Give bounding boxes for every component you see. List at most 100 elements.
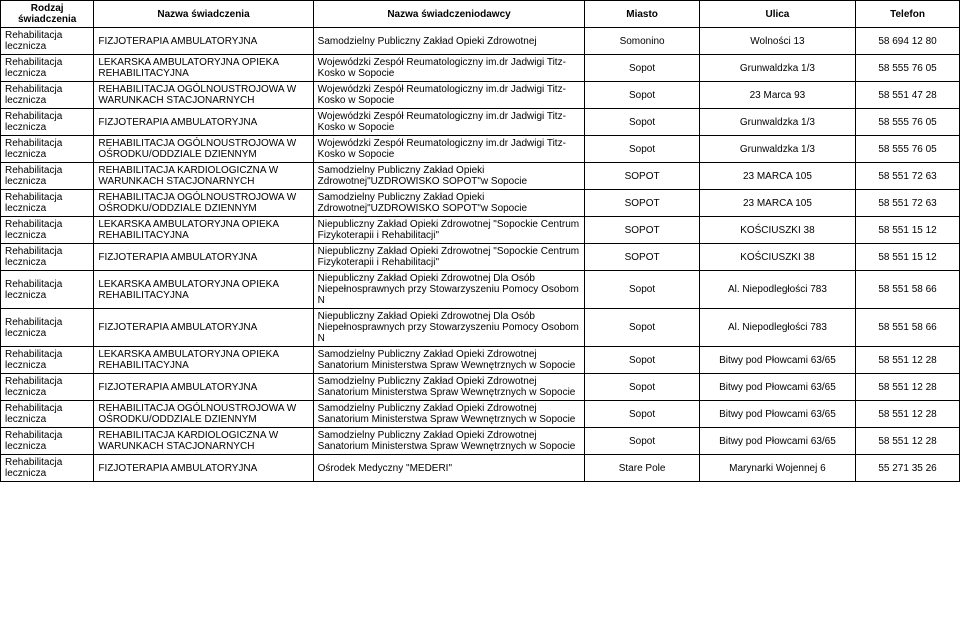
table-row: Rehabilitacja leczniczaREHABILITACJA KAR… [1,163,960,190]
cell-ulica: Al. Niepodległości 783 [699,309,855,347]
cell-telefon: 58 551 15 12 [856,244,960,271]
table-row: Rehabilitacja leczniczaLEKARSKA AMBULATO… [1,217,960,244]
col-header-telefon: Telefon [856,1,960,28]
cell-miasto: SOPOT [585,217,699,244]
cell-nazwa: REHABILITACJA OGÓLNOUSTROJOWA W OŚRODKU/… [94,136,313,163]
cell-dawca: Niepubliczny Zakład Opieki Zdrowotnej Dl… [313,309,585,347]
cell-dawca: Niepubliczny Zakład Opieki Zdrowotnej Dl… [313,271,585,309]
cell-dawca: Wojewódzki Zespół Reumatologiczny im.dr … [313,109,585,136]
cell-nazwa: REHABILITACJA KARDIOLOGICZNA W WARUNKACH… [94,428,313,455]
cell-miasto: Sopot [585,428,699,455]
cell-ulica: Bitwy pod Płowcami 63/65 [699,401,855,428]
table-row: Rehabilitacja leczniczaREHABILITACJA KAR… [1,428,960,455]
cell-dawca: Wojewódzki Zespół Reumatologiczny im.dr … [313,82,585,109]
cell-telefon: 58 551 58 66 [856,309,960,347]
cell-ulica: Bitwy pod Płowcami 63/65 [699,428,855,455]
cell-nazwa: REHABILITACJA OGÓLNOUSTROJOWA W OŚRODKU/… [94,401,313,428]
cell-miasto: Sopot [585,309,699,347]
col-header-ulica: Ulica [699,1,855,28]
cell-rodzaj: Rehabilitacja lecznicza [1,55,94,82]
col-header-dawca: Nazwa świadczeniodawcy [313,1,585,28]
cell-miasto: SOPOT [585,244,699,271]
cell-rodzaj: Rehabilitacja lecznicza [1,190,94,217]
table-row: Rehabilitacja leczniczaFIZJOTERAPIA AMBU… [1,28,960,55]
services-table: Rodzaj świadczenia Nazwa świadczenia Naz… [0,0,960,482]
cell-ulica: Bitwy pod Płowcami 63/65 [699,374,855,401]
cell-telefon: 58 555 76 05 [856,136,960,163]
table-row: Rehabilitacja leczniczaLEKARSKA AMBULATO… [1,55,960,82]
cell-rodzaj: Rehabilitacja lecznicza [1,401,94,428]
cell-rodzaj: Rehabilitacja lecznicza [1,428,94,455]
cell-nazwa: LEKARSKA AMBULATORYJNA OPIEKA REHABILITA… [94,55,313,82]
cell-telefon: 58 551 72 63 [856,190,960,217]
table-row: Rehabilitacja leczniczaREHABILITACJA OGÓ… [1,82,960,109]
table-row: Rehabilitacja leczniczaLEKARSKA AMBULATO… [1,271,960,309]
cell-miasto: SOPOT [585,163,699,190]
table-row: Rehabilitacja leczniczaFIZJOTERAPIA AMBU… [1,374,960,401]
cell-dawca: Samodzielny Publiczny Zakład Opieki Zdro… [313,347,585,374]
cell-telefon: 58 551 15 12 [856,217,960,244]
cell-miasto: Sopot [585,401,699,428]
table-body: Rehabilitacja leczniczaFIZJOTERAPIA AMBU… [1,28,960,482]
cell-dawca: Samodzielny Publiczny Zakład Opieki Zdro… [313,190,585,217]
cell-miasto: Sopot [585,109,699,136]
cell-miasto: Sopot [585,55,699,82]
table-row: Rehabilitacja leczniczaREHABILITACJA OGÓ… [1,190,960,217]
col-header-rodzaj: Rodzaj świadczenia [1,1,94,28]
cell-telefon: 58 555 76 05 [856,55,960,82]
cell-nazwa: LEKARSKA AMBULATORYJNA OPIEKA REHABILITA… [94,271,313,309]
table-header: Rodzaj świadczenia Nazwa świadczenia Naz… [1,1,960,28]
table-row: Rehabilitacja leczniczaFIZJOTERAPIA AMBU… [1,455,960,482]
cell-telefon: 58 551 58 66 [856,271,960,309]
cell-miasto: Sopot [585,82,699,109]
cell-dawca: Samodzielny Publiczny Zakład Opieki Zdro… [313,401,585,428]
cell-dawca: Samodzielny Publiczny Zakład Opieki Zdro… [313,428,585,455]
cell-ulica: KOŚCIUSZKI 38 [699,244,855,271]
cell-telefon: 58 551 12 28 [856,428,960,455]
cell-rodzaj: Rehabilitacja lecznicza [1,271,94,309]
cell-ulica: Bitwy pod Płowcami 63/65 [699,347,855,374]
cell-rodzaj: Rehabilitacja lecznicza [1,455,94,482]
table-row: Rehabilitacja leczniczaREHABILITACJA OGÓ… [1,401,960,428]
table-row: Rehabilitacja leczniczaLEKARSKA AMBULATO… [1,347,960,374]
col-header-miasto: Miasto [585,1,699,28]
cell-rodzaj: Rehabilitacja lecznicza [1,347,94,374]
cell-nazwa: FIZJOTERAPIA AMBULATORYJNA [94,309,313,347]
cell-telefon: 58 551 12 28 [856,347,960,374]
header-row: Rodzaj świadczenia Nazwa świadczenia Naz… [1,1,960,28]
cell-telefon: 58 551 12 28 [856,374,960,401]
table-row: Rehabilitacja leczniczaFIZJOTERAPIA AMBU… [1,109,960,136]
cell-rodzaj: Rehabilitacja lecznicza [1,136,94,163]
cell-rodzaj: Rehabilitacja lecznicza [1,28,94,55]
cell-telefon: 58 694 12 80 [856,28,960,55]
cell-miasto: Sopot [585,347,699,374]
cell-nazwa: FIZJOTERAPIA AMBULATORYJNA [94,28,313,55]
cell-nazwa: FIZJOTERAPIA AMBULATORYJNA [94,374,313,401]
cell-rodzaj: Rehabilitacja lecznicza [1,109,94,136]
cell-rodzaj: Rehabilitacja lecznicza [1,163,94,190]
cell-rodzaj: Rehabilitacja lecznicza [1,82,94,109]
cell-ulica: Al. Niepodległości 783 [699,271,855,309]
cell-nazwa: LEKARSKA AMBULATORYJNA OPIEKA REHABILITA… [94,217,313,244]
cell-ulica: Grunwaldzka 1/3 [699,55,855,82]
cell-ulica: Grunwaldzka 1/3 [699,136,855,163]
cell-telefon: 58 551 12 28 [856,401,960,428]
cell-dawca: Samodzielny Publiczny Zakład Opieki Zdro… [313,374,585,401]
table-row: Rehabilitacja leczniczaFIZJOTERAPIA AMBU… [1,309,960,347]
cell-telefon: 58 551 47 28 [856,82,960,109]
table-row: Rehabilitacja leczniczaFIZJOTERAPIA AMBU… [1,244,960,271]
cell-nazwa: REHABILITACJA KARDIOLOGICZNA W WARUNKACH… [94,163,313,190]
cell-ulica: KOŚCIUSZKI 38 [699,217,855,244]
cell-miasto: SOPOT [585,190,699,217]
cell-telefon: 55 271 35 26 [856,455,960,482]
cell-miasto: Stare Pole [585,455,699,482]
cell-ulica: 23 MARCA 105 [699,190,855,217]
cell-nazwa: FIZJOTERAPIA AMBULATORYJNA [94,455,313,482]
cell-rodzaj: Rehabilitacja lecznicza [1,217,94,244]
cell-dawca: Ośrodek Medyczny "MEDERI" [313,455,585,482]
cell-telefon: 58 551 72 63 [856,163,960,190]
cell-nazwa: FIZJOTERAPIA AMBULATORYJNA [94,109,313,136]
col-header-nazwa: Nazwa świadczenia [94,1,313,28]
cell-nazwa: REHABILITACJA OGÓLNOUSTROJOWA W OŚRODKU/… [94,190,313,217]
cell-telefon: 58 555 76 05 [856,109,960,136]
